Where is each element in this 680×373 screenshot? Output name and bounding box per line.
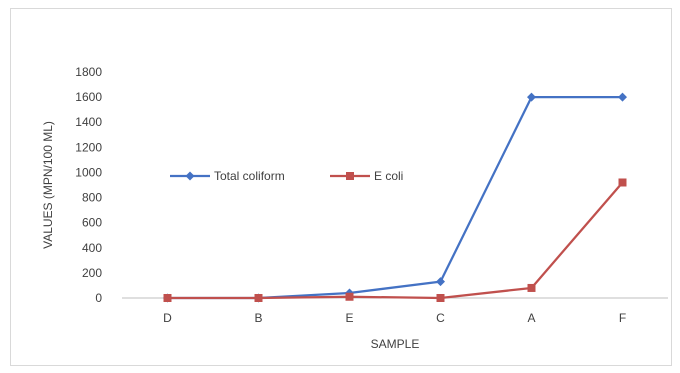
legend-label: Total coliform	[214, 169, 285, 183]
data-point	[618, 92, 627, 102]
data-point	[527, 283, 536, 292]
x-tick-label: A	[527, 311, 535, 325]
data-point	[618, 178, 627, 187]
legend-swatch-marker	[346, 172, 354, 180]
x-tick-label: D	[163, 311, 172, 325]
x-tick-label: E	[345, 311, 353, 325]
data-point	[527, 92, 536, 102]
y-tick-label: 1600	[75, 90, 102, 104]
y-axis-title: VALUES (MPN/100 ML)	[41, 121, 55, 249]
y-tick-label: 1200	[75, 140, 102, 154]
y-tick-label: 800	[82, 191, 102, 205]
legend-swatch-marker	[185, 171, 195, 181]
y-tick-label: 200	[82, 266, 102, 280]
y-tick-label: 1800	[75, 65, 102, 79]
chart-frame	[10, 8, 672, 366]
legend-item: Total coliform	[170, 169, 285, 183]
data-point	[254, 294, 263, 302]
series-line	[167, 181, 624, 300]
y-tick-label: 1400	[75, 115, 102, 129]
series-line	[167, 95, 623, 300]
x-tick-label: C	[436, 311, 445, 325]
x-tick-label: F	[619, 311, 626, 325]
data-point	[345, 292, 354, 301]
data-point	[163, 294, 172, 302]
y-axis-ticks: 0 200 400 600 800 1000 1200 1400 1600 1800	[75, 65, 102, 305]
y-tick-label: 0	[95, 291, 102, 305]
x-axis-title: SAMPLE	[371, 337, 420, 351]
x-tick-label: B	[254, 311, 262, 325]
legend-label: E coli	[374, 169, 403, 183]
legend-item: E coli	[330, 169, 403, 183]
y-tick-label: 400	[82, 241, 102, 255]
y-tick-label: 600	[82, 216, 102, 230]
y-tick-label: 1000	[75, 165, 102, 179]
data-point	[436, 294, 445, 302]
data-point	[436, 277, 445, 287]
series-layer	[163, 92, 627, 303]
series-total-coliform	[163, 92, 627, 303]
legend: Total coliform E coli	[170, 169, 403, 183]
series-e-coli	[163, 178, 627, 302]
